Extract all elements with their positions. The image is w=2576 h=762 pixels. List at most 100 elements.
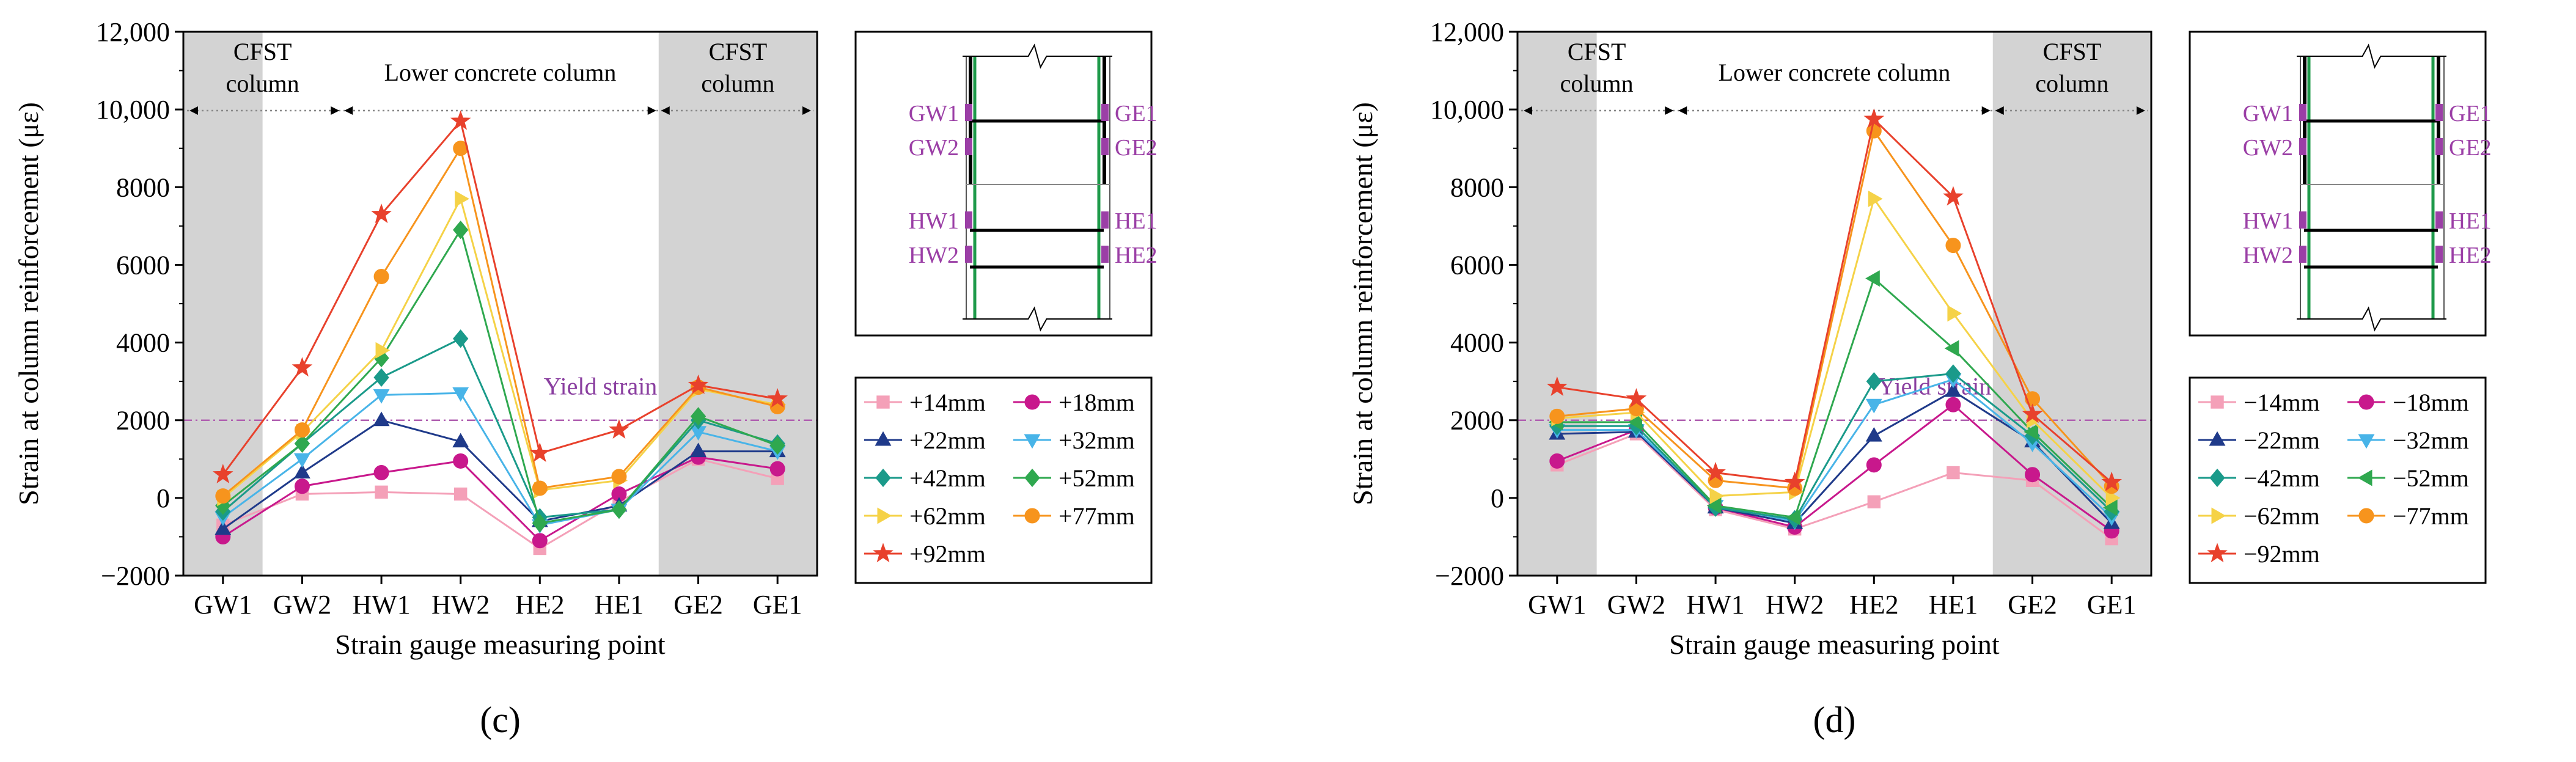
legend-item: +77mm	[1013, 502, 1135, 530]
series-line	[1557, 196, 2113, 499]
data-point-HW2	[455, 190, 469, 207]
inset-strain-gauge	[1101, 246, 1109, 263]
legend-label: +14mm	[909, 389, 986, 416]
x-tick-label: GW1	[194, 590, 252, 620]
legend-swatch-marker	[875, 431, 892, 446]
data-point-HW2	[453, 487, 468, 501]
legend-label: +18mm	[1059, 389, 1135, 416]
legend-label: −77mm	[2393, 502, 2469, 530]
legend-swatch-marker	[877, 507, 892, 524]
legend-frame	[2189, 376, 2487, 584]
legend-label: −92mm	[2244, 540, 2320, 568]
y-tick-label: 8000	[116, 172, 170, 202]
x-tick-label: GE2	[2008, 590, 2057, 620]
data-point-GW1	[215, 488, 231, 504]
series-line	[1557, 128, 2113, 489]
data-point-GE2	[688, 374, 709, 394]
legend-item: −62mm	[2198, 502, 2320, 530]
data-point-GW1	[1549, 453, 1565, 469]
panel-caption: (d)	[1813, 700, 1856, 740]
inset-gauge-label: HW1	[2243, 208, 2293, 234]
inset-gauge-label: HE1	[1115, 208, 1158, 234]
y-tick-label: 10,000	[96, 95, 170, 125]
data-point-HE2	[532, 533, 548, 549]
inset-strain-gauge	[2299, 211, 2306, 229]
legend-swatch-marker	[2207, 543, 2228, 563]
inset-frame	[2189, 31, 2487, 337]
legend-label: +22mm	[909, 427, 986, 454]
y-tick-label: 4000	[1450, 328, 1504, 358]
x-axis-title: Strain gauge measuring point	[335, 629, 666, 660]
legend-item: +52mm	[1013, 464, 1135, 492]
legend-swatch-marker	[1024, 468, 1040, 488]
inset-gauge-label: HE2	[2449, 243, 2492, 268]
inset-gauge-label: GE1	[1115, 101, 1158, 126]
legend-swatch-marker	[2211, 507, 2226, 524]
cfst-left-label-line: column	[1560, 70, 1634, 97]
series-−52mm	[1548, 270, 2118, 526]
data-point-GW2	[1626, 388, 1647, 408]
x-axis-title: Strain gauge measuring point	[1669, 629, 2000, 660]
cfst-left-label-line: CFST	[233, 38, 292, 65]
inset-gauge-label: GE1	[2449, 101, 2492, 126]
x-tick-label: HW2	[1766, 590, 1824, 620]
inset-break-line-bottom	[963, 306, 1112, 332]
data-point-GE2	[690, 442, 707, 458]
cfst-right-label-line: CFST	[2043, 38, 2102, 65]
data-point-HE2	[1866, 457, 1882, 473]
data-point-HW1	[371, 203, 392, 224]
legend-label: +77mm	[1059, 502, 1135, 530]
legend-label: −18mm	[2393, 389, 2469, 416]
data-point-HW1	[373, 389, 390, 404]
data-point-HW2	[450, 110, 471, 130]
region-arrow	[1981, 106, 1991, 115]
data-point-HW2	[453, 329, 469, 348]
data-point-HW1	[375, 485, 388, 499]
data-point-HE2	[1866, 372, 1882, 391]
legend-label: −14mm	[2244, 389, 2320, 416]
cfst-right-label: CFST column	[2035, 38, 2108, 97]
data-point-HW2	[1786, 509, 1801, 526]
series-line	[1557, 433, 2113, 540]
region-arrow	[1665, 106, 1674, 115]
data-point-HW1	[373, 411, 390, 427]
yield-strain-label: Yield strain	[544, 373, 658, 400]
y-tick-label: 0	[1491, 483, 1504, 513]
legend-swatch-marker	[1024, 394, 1040, 410]
inset-strain-gauge	[1101, 138, 1109, 155]
legend-label: −62mm	[2244, 502, 2320, 530]
x-tick-label: GE1	[2087, 590, 2137, 620]
legend-item: −14mm	[2198, 389, 2320, 416]
data-point-HE2	[1863, 108, 1885, 128]
inset-break-line-bottom	[2297, 306, 2446, 332]
data-point-HW1	[373, 368, 389, 387]
inset-gauge-label: GE2	[2449, 135, 2492, 161]
series-+18mm	[215, 449, 785, 549]
y-tick-label: 8000	[1450, 172, 1504, 202]
data-point-GW2	[294, 478, 310, 494]
cfst-region-right	[658, 32, 817, 576]
y-tick-label: 10,000	[1430, 95, 1504, 125]
y-tick-label: 6000	[1450, 250, 1504, 280]
inset-gauge-label: HE1	[2449, 208, 2492, 234]
lower-concrete-label: Lower concrete column	[384, 59, 617, 86]
legend-label: −32mm	[2393, 427, 2469, 454]
inset-strain-gauge	[1101, 211, 1109, 229]
inset-strain-gauge	[965, 104, 972, 121]
legend-item: +42mm	[864, 464, 986, 492]
data-point-HE2	[1865, 398, 1882, 414]
data-point-HW2	[1784, 471, 1805, 491]
series-+92mm	[212, 110, 788, 484]
y-tick-label: 12,000	[96, 17, 170, 47]
y-tick-label: 2000	[1450, 406, 1504, 436]
legend-swatch-marker	[2209, 468, 2225, 488]
series-line	[222, 337, 778, 519]
cfst-right-label: CFST column	[701, 38, 774, 97]
inset-gauge-label: GW1	[909, 101, 959, 126]
data-point-HE2	[532, 513, 548, 533]
inset-strain-gauge	[2435, 211, 2443, 229]
x-tick-label: GW1	[1528, 590, 1586, 620]
cfst-region-right	[1992, 32, 2151, 576]
inset-gauge-label: GW1	[2243, 101, 2293, 126]
